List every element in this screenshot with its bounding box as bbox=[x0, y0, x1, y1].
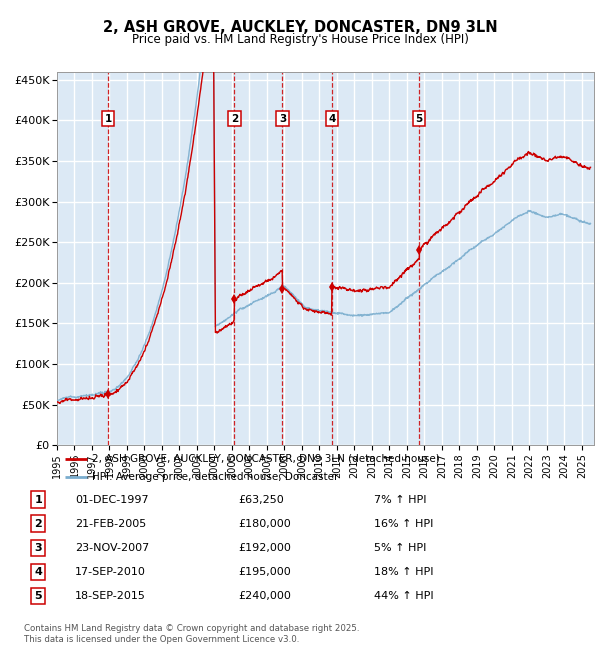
Text: 4: 4 bbox=[328, 114, 335, 124]
Text: £192,000: £192,000 bbox=[238, 543, 291, 552]
Text: 17-SEP-2010: 17-SEP-2010 bbox=[75, 567, 146, 577]
Text: £195,000: £195,000 bbox=[238, 567, 291, 577]
Text: 2, ASH GROVE, AUCKLEY, DONCASTER, DN9 3LN: 2, ASH GROVE, AUCKLEY, DONCASTER, DN9 3L… bbox=[103, 20, 497, 34]
Text: Contains HM Land Registry data © Crown copyright and database right 2025.
This d: Contains HM Land Registry data © Crown c… bbox=[24, 624, 359, 644]
Text: 3: 3 bbox=[34, 543, 42, 552]
Text: Price paid vs. HM Land Registry's House Price Index (HPI): Price paid vs. HM Land Registry's House … bbox=[131, 32, 469, 46]
Text: 4: 4 bbox=[34, 567, 42, 577]
Text: 18-SEP-2015: 18-SEP-2015 bbox=[75, 591, 146, 601]
Text: 7% ↑ HPI: 7% ↑ HPI bbox=[374, 495, 426, 504]
Text: 5% ↑ HPI: 5% ↑ HPI bbox=[374, 543, 426, 552]
Text: 18% ↑ HPI: 18% ↑ HPI bbox=[374, 567, 433, 577]
Text: 2: 2 bbox=[231, 114, 238, 124]
Text: 5: 5 bbox=[416, 114, 423, 124]
Text: 2: 2 bbox=[34, 519, 42, 528]
Text: 2, ASH GROVE, AUCKLEY, DONCASTER, DN9 3LN (detached house): 2, ASH GROVE, AUCKLEY, DONCASTER, DN9 3L… bbox=[92, 454, 440, 463]
Text: 01-DEC-1997: 01-DEC-1997 bbox=[75, 495, 148, 504]
Text: 21-FEB-2005: 21-FEB-2005 bbox=[75, 519, 146, 528]
Text: 3: 3 bbox=[279, 114, 286, 124]
Text: 1: 1 bbox=[34, 495, 42, 504]
Text: £240,000: £240,000 bbox=[238, 591, 291, 601]
Text: 44% ↑ HPI: 44% ↑ HPI bbox=[374, 591, 433, 601]
Text: 16% ↑ HPI: 16% ↑ HPI bbox=[374, 519, 433, 528]
Text: HPI: Average price, detached house, Doncaster: HPI: Average price, detached house, Donc… bbox=[92, 472, 338, 482]
Text: 23-NOV-2007: 23-NOV-2007 bbox=[75, 543, 149, 552]
Text: £63,250: £63,250 bbox=[238, 495, 284, 504]
Text: 5: 5 bbox=[34, 591, 42, 601]
Text: 1: 1 bbox=[104, 114, 112, 124]
Text: £180,000: £180,000 bbox=[238, 519, 291, 528]
